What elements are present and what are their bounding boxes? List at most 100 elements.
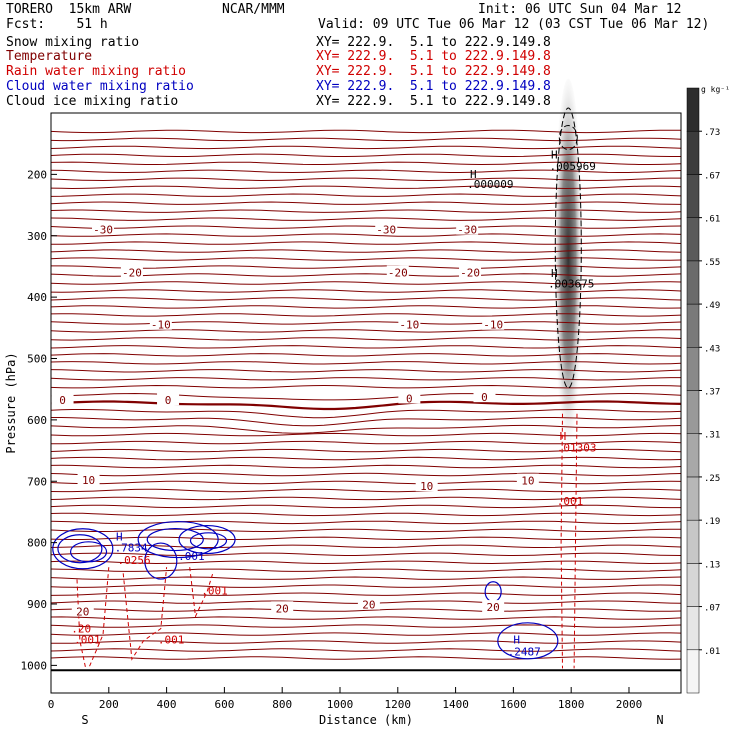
y-axis-label: Pressure (hPa) — [4, 352, 18, 453]
x-tick-label: 2000 — [616, 698, 643, 711]
isotherm-line — [50, 193, 682, 197]
isotherm-line — [50, 432, 682, 437]
isotherm-line — [50, 656, 682, 660]
maximum-label: .01303 — [557, 441, 597, 454]
maximum-label: .001 — [158, 634, 185, 647]
isotherm-line — [50, 353, 681, 357]
colorbar-swatch — [686, 260, 700, 305]
isotherm-line — [51, 265, 682, 269]
isotherm-line — [50, 464, 682, 469]
x-tick-label: 1800 — [558, 698, 585, 711]
temp-label-bg — [357, 597, 380, 610]
maximum-label: .001 — [178, 550, 205, 563]
x-tick-label: 600 — [214, 698, 234, 711]
colorbar-label: .55 — [704, 258, 720, 268]
isotherm-line — [50, 209, 682, 213]
isotherm-line — [50, 305, 682, 309]
isotherm-line — [50, 496, 682, 501]
colorbar-swatch — [686, 87, 700, 132]
maximum-label: H — [560, 430, 567, 443]
maximum-label: .20 — [71, 623, 91, 636]
colorbar-swatch — [686, 606, 700, 651]
temp-label: -30 — [93, 224, 113, 237]
cloud-water-contour — [189, 532, 228, 550]
colorbar-swatch — [686, 217, 700, 262]
isotherm-line — [50, 177, 681, 182]
temp-label-bg — [473, 390, 496, 403]
isotherm-line — [50, 632, 682, 636]
isotherm-line — [51, 241, 682, 245]
isotherm-line — [50, 456, 682, 461]
init-time: Init: 06 UTC Sun 04 Mar 12 — [478, 2, 682, 17]
maximum-label: .001 — [557, 495, 584, 508]
temp-label-bg — [398, 391, 421, 404]
plot-frame — [50, 112, 682, 694]
temp-label: -10 — [483, 319, 503, 332]
colorbar-label: .73 — [704, 128, 720, 138]
isotherm-line — [50, 345, 682, 349]
y-tick-label: 800 — [27, 537, 47, 550]
cloud-water-contour — [144, 542, 178, 580]
forecast-hour: Fcst: 51 h — [6, 17, 108, 32]
temp-label: 0 — [59, 394, 66, 407]
cloud-water-contour — [137, 520, 219, 559]
field-xy-snow: XY= 222.9. 5.1 to 222.9.149.8 — [316, 35, 551, 50]
isotherm-line — [50, 520, 682, 525]
isotherm-line — [50, 297, 682, 301]
isotherm-line — [50, 544, 682, 549]
colorbar-swatch — [686, 347, 700, 391]
rain-contour — [76, 579, 87, 669]
isotherm-line — [50, 369, 682, 373]
maximum-label: .001 — [201, 585, 228, 598]
field-xy-cloud-ice: XY= 222.9. 5.1 to 222.9.149.8 — [316, 94, 551, 109]
isotherm-line — [50, 313, 682, 317]
isotherm-line — [50, 616, 682, 620]
y-tick-label: 600 — [27, 414, 47, 427]
isotherm-line — [50, 624, 682, 628]
temp-label: -10 — [151, 319, 171, 332]
isotherm-line — [50, 249, 682, 253]
cloud-water-contour — [497, 622, 559, 660]
org-label: NCAR/MMM — [222, 2, 285, 17]
cloud-water-contour — [178, 524, 236, 555]
rain-contour — [122, 567, 168, 661]
temp-label-bg — [415, 479, 438, 492]
isotherm-line — [50, 257, 682, 261]
colorbar-swatch — [686, 519, 700, 564]
isotherm-line — [50, 137, 682, 142]
field-name-cloud-ice: Cloud ice mixing ratio — [6, 94, 179, 109]
south-end-label: S — [81, 713, 88, 727]
maximum-label: .001 — [74, 634, 101, 647]
colorbar-swatch — [686, 303, 700, 348]
colorbar-label: .37 — [704, 388, 720, 398]
isotherm-line — [50, 440, 682, 445]
isotherm-line — [50, 289, 682, 293]
temp-label: 10 — [420, 480, 433, 493]
cloud-ice-contour — [558, 125, 578, 151]
y-tick-label: 200 — [27, 168, 47, 181]
y-tick-label: 500 — [27, 353, 47, 366]
isotherm-line — [50, 512, 682, 517]
isotherm-line — [50, 568, 682, 572]
temp-label: -20 — [122, 267, 142, 280]
isotherm-line — [50, 640, 682, 644]
colorbar-swatch — [686, 649, 700, 694]
temp-label-bg — [77, 473, 100, 486]
x-tick-label: 1600 — [500, 698, 527, 711]
isotherm-line — [50, 233, 682, 237]
isotherm-line — [50, 648, 682, 652]
colorbar-label: .25 — [704, 474, 720, 484]
maximum-label: H — [470, 168, 477, 181]
field-xy-cloud-water: XY= 222.9. 5.1 to 222.9.149.8 — [316, 79, 551, 94]
isotherm-line — [50, 185, 682, 190]
isotherm-line — [50, 480, 682, 485]
isotherm-line — [50, 536, 682, 540]
field-name-rain: Rain water mixing ratio — [6, 64, 187, 79]
isotherm-line — [50, 337, 682, 341]
x-axis-label: Distance (km) — [319, 713, 413, 727]
maximum-label: .0256 — [117, 554, 150, 567]
isotherm-line — [50, 592, 682, 596]
temp-label-bg — [71, 604, 94, 617]
cloud-water-contour — [69, 541, 108, 563]
